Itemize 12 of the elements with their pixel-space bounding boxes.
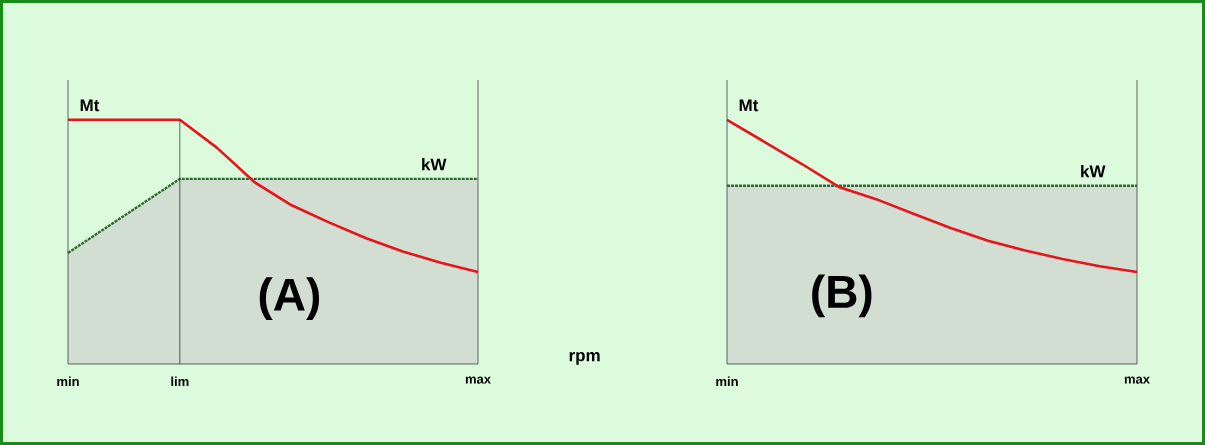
series-label: Mt xyxy=(80,99,100,112)
x-axis-title: rpm xyxy=(569,351,600,365)
x-tick-label: min xyxy=(716,376,738,386)
annotation: (B) xyxy=(812,274,872,318)
annotation: (A) xyxy=(259,277,320,321)
x-tick-label: lim xyxy=(171,376,189,386)
x-tick-label: min xyxy=(57,376,79,386)
x-tick-label: max xyxy=(1124,376,1150,384)
series-label: Mt xyxy=(739,99,759,112)
x-tick-label: max xyxy=(465,376,491,384)
series-label: kW xyxy=(422,158,447,171)
series-label: kW xyxy=(1081,164,1106,178)
